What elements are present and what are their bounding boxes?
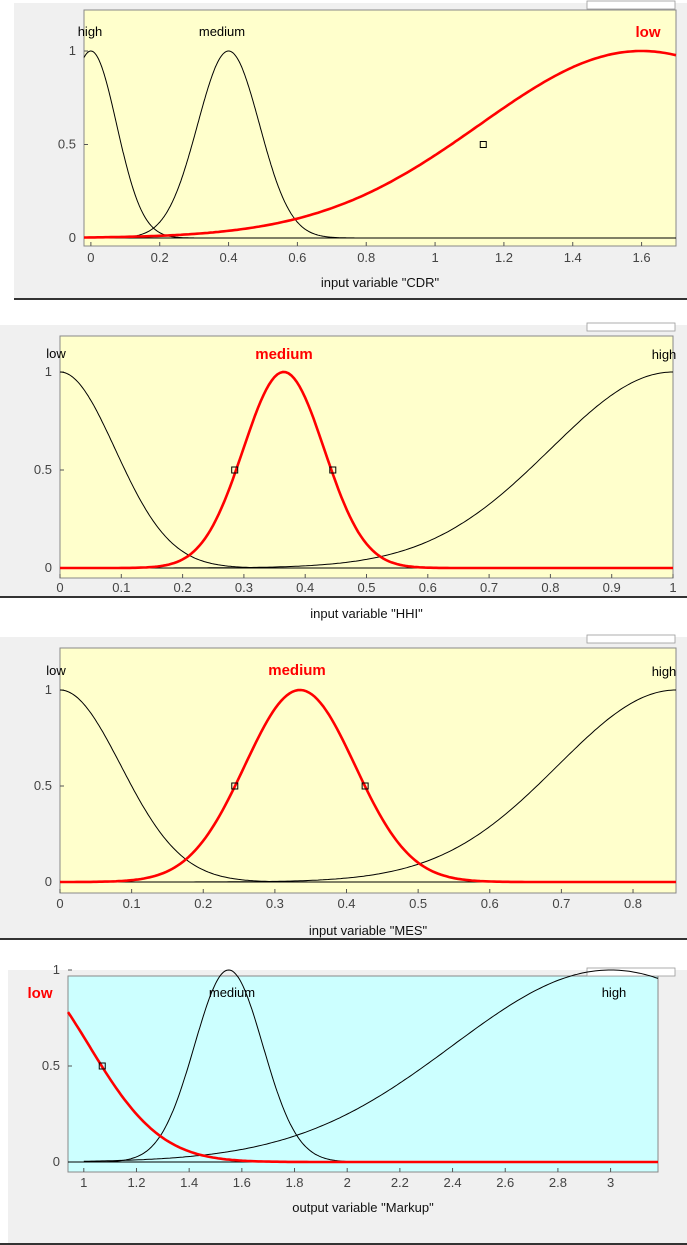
- x-tick-label: 0.7: [480, 580, 498, 595]
- mf-curve-high: [96, 371, 673, 569]
- mf-label-medium: medium: [209, 985, 255, 1000]
- x-tick-label: 2.2: [391, 1175, 409, 1190]
- mf-label-low: low: [636, 24, 661, 41]
- plot-area: [83, 9, 677, 247]
- mf-curve-medium: [125, 50, 356, 239]
- x-tick-label: 0.4: [296, 580, 314, 595]
- x-tick-label: 0.3: [235, 580, 253, 595]
- panel-mes: 0 0.1 0.2 0.3 0.4 0.5 0.6 0.7 0.8 0 0.5 1 input vari…: [0, 634, 687, 940]
- x-tick-label: 2: [344, 1175, 351, 1190]
- mf-curve-high: [83, 969, 659, 1162]
- x-tick-label: 0.7: [552, 896, 570, 911]
- y-tick-label: 0.5: [34, 462, 52, 477]
- mf-handle[interactable]: [98, 1062, 106, 1070]
- mf-handle[interactable]: [361, 782, 369, 790]
- mf-label-high: high: [652, 664, 677, 679]
- x-axis-label: output variable "Markup": [292, 1200, 434, 1215]
- x-tick-label: 0.6: [288, 250, 306, 265]
- x-tick-label: 2.8: [549, 1175, 567, 1190]
- x-tick-label: 2.4: [444, 1175, 462, 1190]
- window-tab: [586, 0, 676, 10]
- x-axis-label: input variable "CDR": [321, 275, 440, 290]
- x-tick-label: 3: [607, 1175, 614, 1190]
- mf-handle[interactable]: [329, 466, 337, 474]
- x-tick-label: 0.6: [419, 580, 437, 595]
- x-axis-label: input variable "HHI": [310, 606, 423, 621]
- x-tick-label: 0.5: [357, 580, 375, 595]
- x-tick-label: 0.3: [266, 896, 284, 911]
- mf-label-medium: medium: [255, 346, 313, 363]
- x-tick-label: 1: [431, 250, 438, 265]
- x-tick-label: 2.6: [496, 1175, 514, 1190]
- x-tick-label: 1.6: [233, 1175, 251, 1190]
- y-tick-label: 0.5: [42, 1058, 60, 1073]
- mf-curve-medium[interactable]: [60, 688, 676, 884]
- x-tick-label: 1.2: [127, 1175, 145, 1190]
- x-tick-label: 0: [56, 580, 63, 595]
- x-tick-label: 1.4: [180, 1175, 198, 1190]
- x-tick-label: 1.2: [495, 250, 513, 265]
- x-tick-label: 0.2: [151, 250, 169, 265]
- mf-handle[interactable]: [231, 466, 239, 474]
- x-tick-label: 0.1: [123, 896, 141, 911]
- y-tick-label: 0: [69, 230, 76, 245]
- x-tick-label: 0.4: [220, 250, 238, 265]
- x-tick-label: 0.4: [337, 896, 355, 911]
- mf-label-medium: medium: [199, 24, 245, 39]
- x-tick-label: 0.8: [624, 896, 642, 911]
- y-tick-label: 1: [45, 364, 52, 379]
- mf-handle[interactable]: [479, 141, 487, 148]
- y-tick-label: 1: [45, 682, 52, 697]
- x-tick-label: 0.9: [603, 580, 621, 595]
- x-tick-label: 0.5: [409, 896, 427, 911]
- plot-area: [59, 335, 674, 579]
- mf-curve-high: [83, 50, 195, 239]
- mf-label-low: low: [46, 663, 66, 678]
- panel-cdr: 0 0.2 0.4 0.6 0.8 1 1.2 1.4 1.6 0 0.5 1 input variab…: [14, 0, 687, 300]
- y-tick-label: 1: [53, 962, 60, 977]
- x-tick-label: 1.8: [285, 1175, 303, 1190]
- y-tick-label: 1: [69, 43, 76, 58]
- plot-area: [59, 647, 677, 894]
- x-tick-label: 0.8: [541, 580, 559, 595]
- y-tick-label: 0: [53, 1154, 60, 1169]
- window-tab: [586, 322, 676, 332]
- y-tick-label: 0: [45, 560, 52, 575]
- mf-label-high: high: [602, 985, 627, 1000]
- mf-label-high: high: [78, 24, 103, 39]
- x-tick-label: 1: [669, 580, 676, 595]
- y-tick-label: 0: [45, 874, 52, 889]
- mf-handle[interactable]: [231, 782, 239, 790]
- y-tick-label: 0.5: [58, 137, 76, 152]
- x-tick-label: 1: [80, 1175, 87, 1190]
- mf-curve-medium[interactable]: [60, 370, 673, 570]
- mf-curve-low[interactable]: [66, 1011, 658, 1164]
- mf-label-medium: medium: [268, 662, 326, 679]
- plot-area: [67, 975, 659, 1173]
- mf-curve-medium: [97, 969, 363, 1163]
- x-tick-label: 0.8: [357, 250, 375, 265]
- x-tick-label: 0.2: [194, 896, 212, 911]
- window-tab: [586, 634, 676, 644]
- panel-markup: 1 1.2 1.4 1.6 1.8 2 2.2 2.4 2.6 2.8 3 0 0.5 1 output v…: [0, 962, 687, 1245]
- mf-label-low: low: [46, 346, 66, 361]
- panel-hhi: 0 0.1 0.2 0.3 0.4 0.5 0.6 0.7 0.8 0.9 1 0 0.5 1 input …: [0, 322, 687, 621]
- x-axis-label: input variable "MES": [309, 923, 428, 938]
- x-tick-label: 0: [87, 250, 94, 265]
- x-tick-label: 1.6: [633, 250, 651, 265]
- y-tick-label: 0.5: [34, 778, 52, 793]
- mf-label-low: low: [28, 985, 53, 1002]
- x-tick-label: 0: [56, 896, 63, 911]
- mf-label-high: high: [652, 347, 677, 362]
- x-tick-label: 0.1: [112, 580, 130, 595]
- x-tick-label: 0.6: [481, 896, 499, 911]
- x-tick-label: 1.4: [564, 250, 582, 265]
- x-tick-label: 0.2: [174, 580, 192, 595]
- mf-curve-high: [117, 689, 676, 883]
- mf-curve-low[interactable]: [84, 49, 677, 239]
